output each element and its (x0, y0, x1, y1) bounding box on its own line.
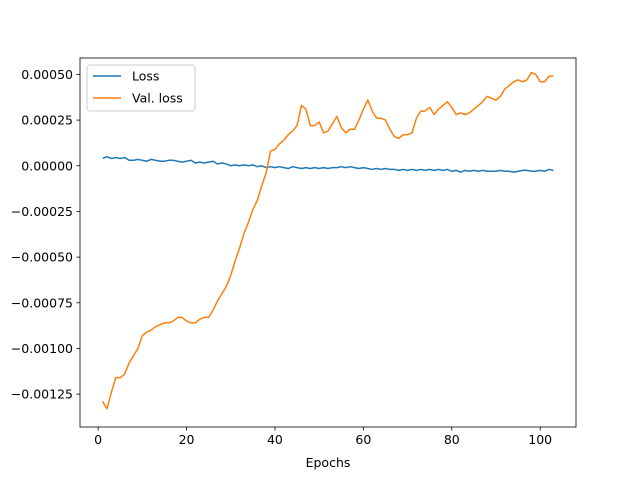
y-tick-label: −0.00025 (11, 204, 73, 219)
x-tick-label: 100 (528, 432, 552, 447)
x-axis-label: Epochs (306, 455, 351, 470)
legend-label-1: Loss (132, 69, 159, 84)
legend-label-2: Val. loss (132, 91, 183, 106)
x-tick-label: 20 (179, 432, 195, 447)
y-tick-label: 0.00025 (21, 113, 73, 128)
y-tick-label: −0.00075 (11, 295, 73, 310)
legend: Loss Val. loss (86, 64, 196, 112)
series-line-1 (102, 155, 554, 173)
axes: 0 20 40 60 80 100 −0.00125 −0.00100 −0.00075 −0.0… (11, 57, 577, 447)
series-line-2 (101, 71, 554, 410)
y-tick-label: 0.00000 (21, 158, 73, 173)
x-tick-label: 80 (444, 432, 460, 447)
plot-frame (79, 57, 577, 428)
y-tick-label: −0.00050 (11, 250, 73, 265)
y-tick-label: −0.00100 (11, 341, 73, 356)
plot-area (101, 71, 554, 410)
y-tick-label: 0.00050 (21, 67, 73, 82)
x-tick-label: 60 (355, 432, 371, 447)
x-tick-label: 40 (267, 432, 283, 447)
x-tick-label: 0 (94, 432, 102, 447)
y-tick-label: −0.00125 (11, 387, 73, 402)
